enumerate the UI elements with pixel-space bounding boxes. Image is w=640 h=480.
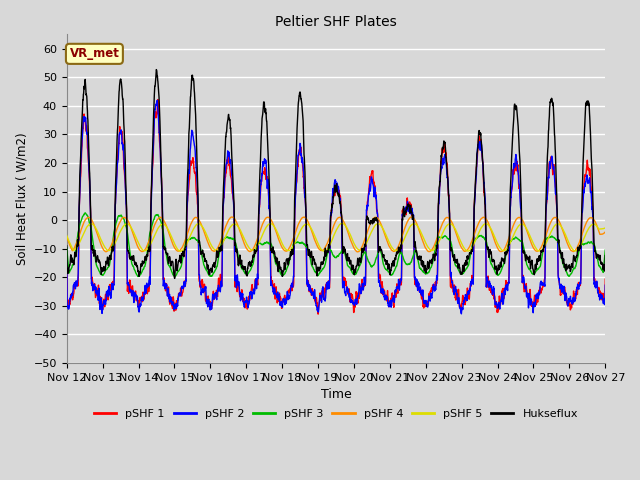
Legend: pSHF 1, pSHF 2, pSHF 3, pSHF 4, pSHF 5, Hukseflux: pSHF 1, pSHF 2, pSHF 3, pSHF 4, pSHF 5, … [90,404,582,423]
X-axis label: Time: Time [321,388,351,401]
Y-axis label: Soil Heat Flux ( W/m2): Soil Heat Flux ( W/m2) [15,132,28,265]
Text: VR_met: VR_met [70,48,119,60]
Title: Peltier SHF Plates: Peltier SHF Plates [275,15,397,29]
